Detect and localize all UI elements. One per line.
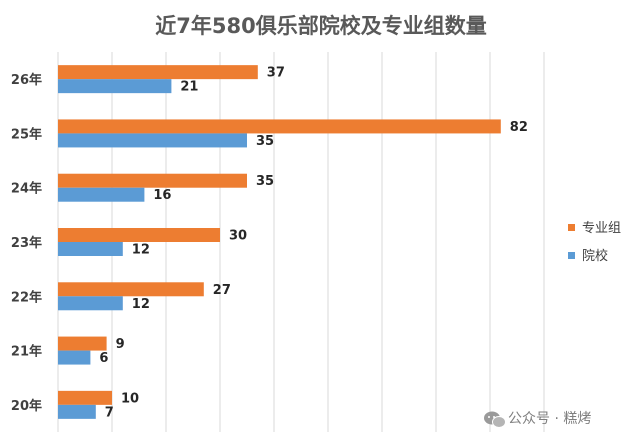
data-label: 82 bbox=[510, 120, 528, 135]
category-label: 21年 bbox=[11, 344, 42, 360]
data-label: 7 bbox=[105, 405, 114, 420]
data-label: 35 bbox=[256, 174, 274, 189]
data-label: 10 bbox=[121, 391, 139, 406]
data-label: 21 bbox=[180, 80, 198, 95]
bar-院校-22年 bbox=[58, 296, 123, 311]
data-label: 27 bbox=[213, 283, 231, 298]
category-labels: 26年 25年 24年 23年 22年 21年 20年 bbox=[11, 72, 42, 414]
bar-院校-20年 bbox=[58, 404, 96, 419]
category-label: 22年 bbox=[11, 289, 42, 305]
gridlines bbox=[57, 52, 545, 432]
data-label: 35 bbox=[256, 134, 274, 149]
bar-院校-25年 bbox=[58, 133, 247, 148]
legend-swatch bbox=[568, 224, 575, 231]
legend-label: 院校 bbox=[582, 248, 608, 264]
watermark-text: 公众号 · 糕烤 bbox=[508, 411, 591, 427]
category-label: 20年 bbox=[11, 398, 42, 414]
bar-专业组-22年 bbox=[58, 282, 204, 297]
bar-专业组-25年 bbox=[58, 119, 501, 134]
bar-专业组-21年 bbox=[58, 336, 107, 351]
data-label: 16 bbox=[153, 188, 171, 203]
data-labels: 37 21 82 35 35 16 30 12 27 12 96 10 7 bbox=[99, 66, 527, 421]
bar-专业组-23年 bbox=[58, 228, 220, 242]
wechat-icon bbox=[484, 411, 506, 428]
chart-title: 近7年580俱乐部院校及专业组数量 bbox=[155, 14, 486, 38]
category-label: 26年 bbox=[11, 72, 42, 88]
category-label: 25年 bbox=[11, 126, 42, 142]
bar-专业组-20年 bbox=[58, 390, 112, 405]
bars bbox=[58, 65, 501, 419]
bar-院校-26年 bbox=[58, 79, 172, 94]
bar-院校-23年 bbox=[58, 242, 123, 256]
bar-院校-24年 bbox=[58, 187, 145, 202]
bar-专业组-26年 bbox=[58, 65, 258, 80]
bar-院校-21年 bbox=[58, 350, 91, 365]
category-label: 24年 bbox=[11, 181, 42, 197]
bar-专业组-24年 bbox=[58, 173, 247, 188]
data-label: 6 bbox=[99, 351, 108, 366]
legend-swatch bbox=[568, 252, 575, 259]
data-label: 30 bbox=[229, 229, 247, 244]
data-label: 9 bbox=[116, 337, 125, 352]
category-label: 23年 bbox=[11, 235, 42, 251]
watermark: 公众号 · 糕烤 bbox=[484, 411, 591, 428]
data-label: 37 bbox=[267, 66, 285, 81]
data-label: 12 bbox=[132, 243, 150, 258]
legend-label: 专业组 bbox=[582, 221, 621, 236]
data-label: 12 bbox=[132, 297, 150, 312]
